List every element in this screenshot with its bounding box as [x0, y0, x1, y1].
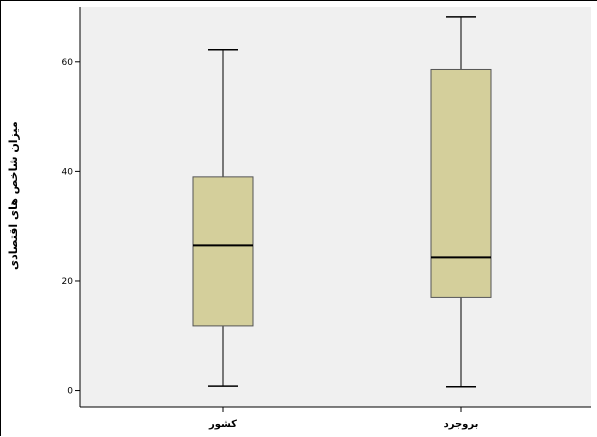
- y-tick-label: 0: [67, 387, 73, 397]
- x-category-label: کشور: [208, 419, 237, 430]
- y-tick-label: 40: [62, 167, 74, 177]
- plot-area: [80, 7, 591, 407]
- y-tick-label: 20: [62, 277, 74, 287]
- box-iqr: [193, 177, 253, 326]
- x-axis: کشور بروجرد: [208, 407, 478, 430]
- y-tick-label: 60: [62, 58, 74, 68]
- x-category-label: بروجرد: [444, 419, 479, 430]
- box-iqr: [431, 69, 491, 297]
